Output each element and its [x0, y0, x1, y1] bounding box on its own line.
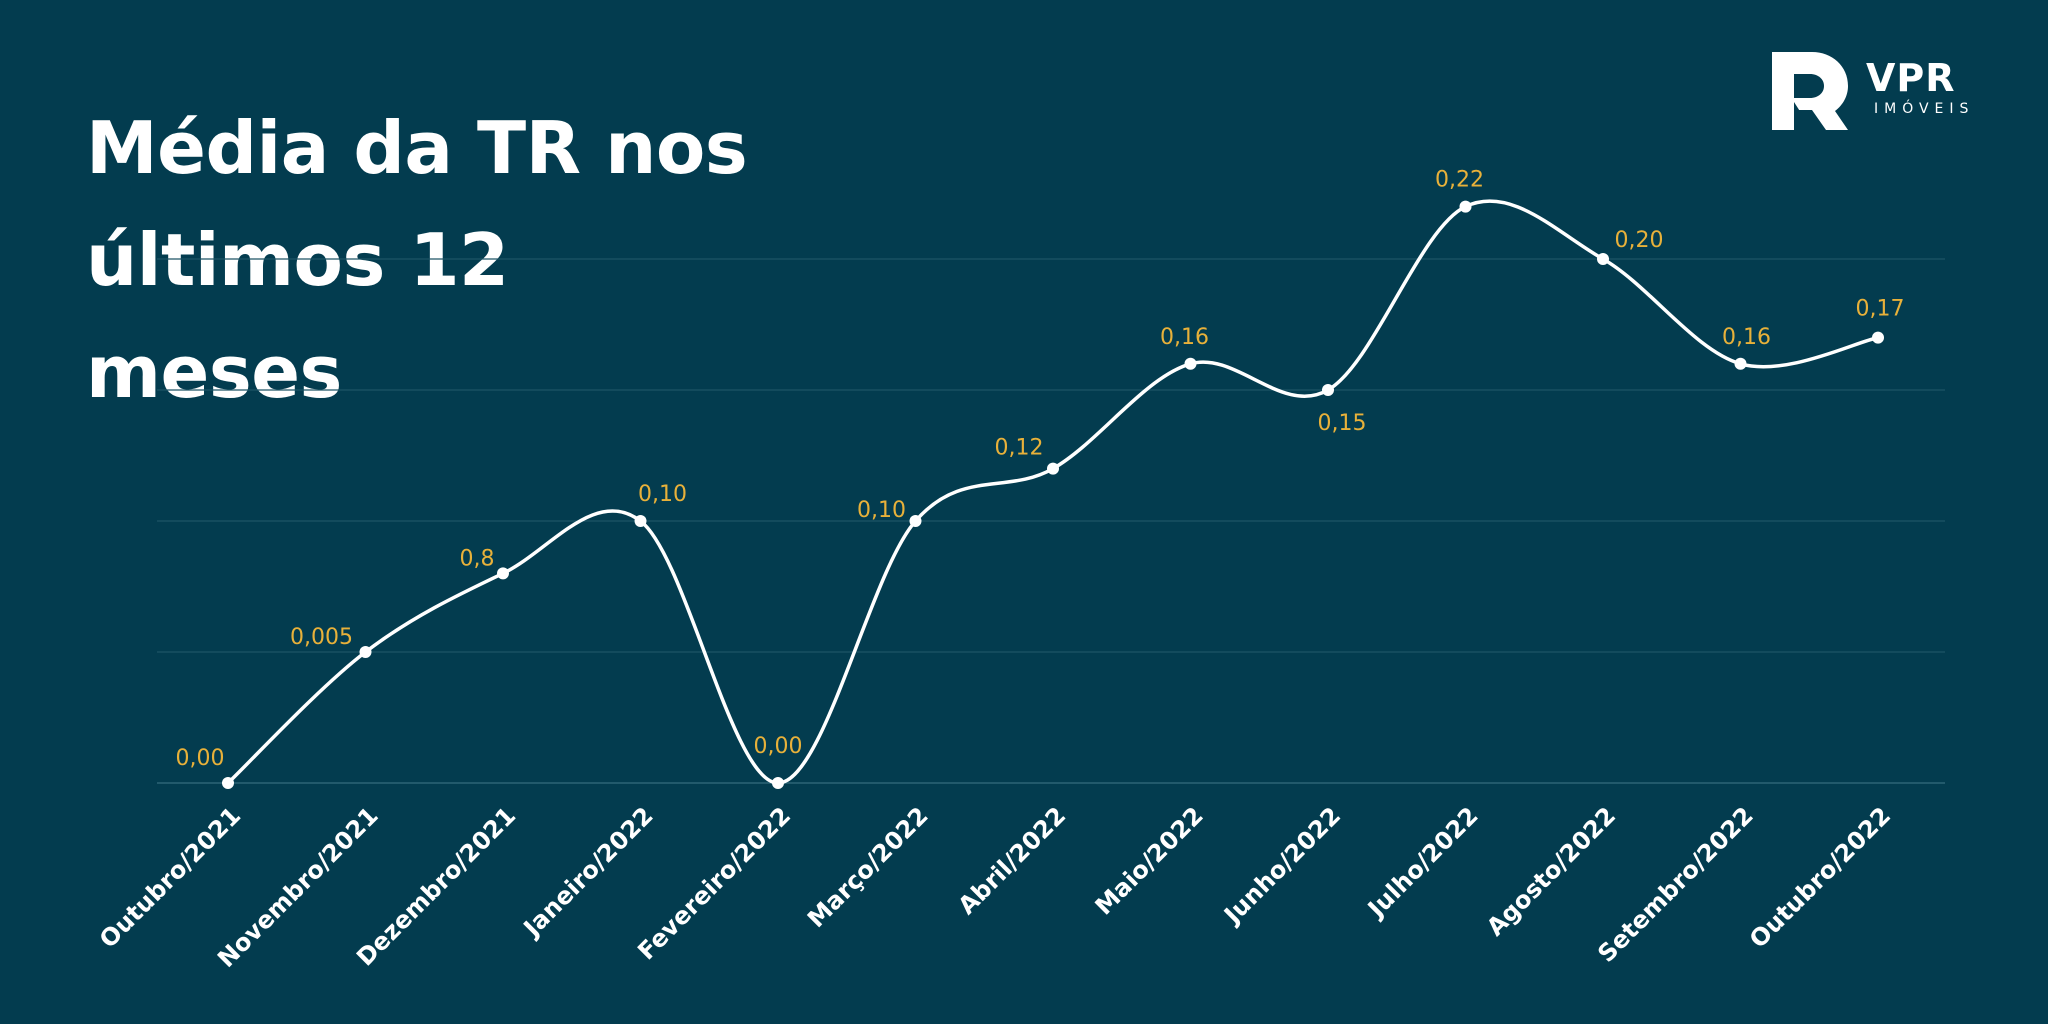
data-point — [1872, 331, 1884, 344]
vpr-logo: VPR IMÓVEIS — [1770, 50, 2000, 134]
x-tick-label: Janeiro/2022 — [517, 801, 659, 943]
data-label: 0,00 — [754, 734, 803, 759]
logo-name: VPR — [1866, 56, 1956, 100]
data-label: 0,005 — [290, 625, 353, 650]
data-point — [222, 777, 234, 789]
data-point — [634, 515, 647, 527]
data-label: 0,20 — [1615, 228, 1664, 253]
x-tick-label: Agosto/2022 — [1481, 801, 1621, 941]
data-label: 0,12 — [995, 436, 1044, 461]
x-tick-label: Fevereiro/2022 — [632, 801, 796, 965]
data-point — [772, 777, 784, 789]
data-point — [909, 515, 922, 527]
data-label: 0,22 — [1435, 168, 1484, 193]
series-line — [226, 199, 1880, 785]
x-tick-label: Setembro/2022 — [1592, 801, 1758, 967]
logo-subtitle: IMÓVEIS — [1874, 101, 1975, 117]
chart-title-line-1: Média da TR nos — [86, 106, 748, 190]
data-point — [1597, 253, 1609, 265]
chart-title: Média da TR nos últimos 12 meses — [86, 92, 786, 428]
x-tick-label: Março/2022 — [802, 801, 934, 933]
data-point — [497, 567, 509, 580]
x-tick-label: Abril/2022 — [953, 801, 1072, 920]
data-point — [1734, 357, 1747, 370]
data-label: 0,16 — [1160, 325, 1209, 350]
data-label: 0,10 — [638, 482, 687, 507]
data-label: 0,17 — [1856, 297, 1905, 322]
data-label: 0,8 — [460, 546, 495, 571]
vpr-logo-mark-icon — [1772, 52, 1848, 130]
x-tick-label: Maio/2022 — [1090, 801, 1209, 920]
chart-title-line-2: últimos 12 meses — [86, 218, 509, 414]
data-point — [1047, 462, 1059, 475]
x-tick-label: Outubro/2022 — [1744, 801, 1896, 953]
data-point — [1459, 200, 1472, 213]
x-tick-label: Junho/2022 — [1217, 801, 1346, 930]
data-label: 0,16 — [1722, 325, 1771, 350]
x-tick-label: Outubro/2021 — [94, 801, 246, 953]
x-tick-label: Julho/2022 — [1361, 801, 1484, 924]
data-point — [359, 646, 372, 658]
data-point — [1184, 357, 1197, 370]
data-label: 0,15 — [1318, 411, 1367, 436]
data-point — [1322, 384, 1334, 396]
data-label: 0,10 — [857, 498, 906, 523]
data-label: 0,00 — [176, 746, 225, 771]
